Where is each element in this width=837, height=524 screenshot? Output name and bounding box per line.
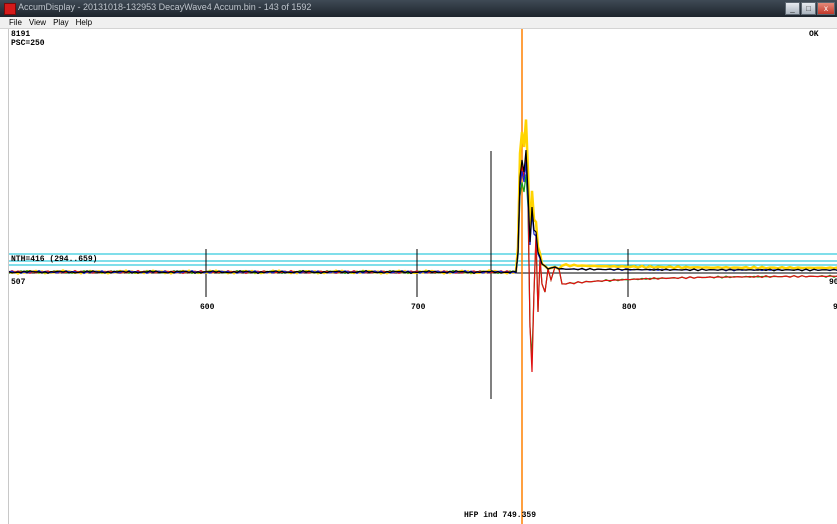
menu-help[interactable]: Help [75,18,93,27]
waveform-black [9,149,837,275]
waveform-blue [9,162,837,275]
psc-label: PSC=250 [11,39,45,48]
title-bar: AccumDisplay - 20131018-132953 DecayWave… [0,0,837,17]
waveform-green [9,174,837,358]
window-controls: _ □ x [785,2,835,15]
waveform-plot[interactable]: 8191 PSC=250 OK NTH=416 (294..659) 507 9… [8,29,837,524]
minimize-button[interactable]: _ [785,2,800,15]
x-end-label-2: 9 [833,303,837,312]
menu-view[interactable]: View [28,18,47,27]
top-value-label: 8191 [11,30,31,39]
x-end-label: 90 [829,278,837,287]
cursor-value-label: HFP ind 749.359 [464,511,537,520]
waveform-traces [9,119,837,373]
close-button[interactable]: x [817,2,835,15]
nth-label: NTH=416 (294..659) [11,255,98,264]
status-label: OK [809,30,819,39]
waveform-red [9,156,837,373]
menu-play[interactable]: Play [53,18,69,27]
window-title: AccumDisplay - 20131018-132953 DecayWave… [18,2,312,12]
menu-file[interactable]: File [9,18,22,27]
x-start-label: 507 [11,278,26,287]
app-icon [4,3,16,15]
tick-label-700: 700 [411,303,426,312]
maximize-button[interactable]: □ [801,2,816,15]
waveform-yellow [9,119,837,275]
menu-bar: File View Play Help [0,17,837,29]
tick-label-600: 600 [200,303,215,312]
waveform-canvas[interactable] [9,29,837,524]
tick-label-800: 800 [622,303,637,312]
